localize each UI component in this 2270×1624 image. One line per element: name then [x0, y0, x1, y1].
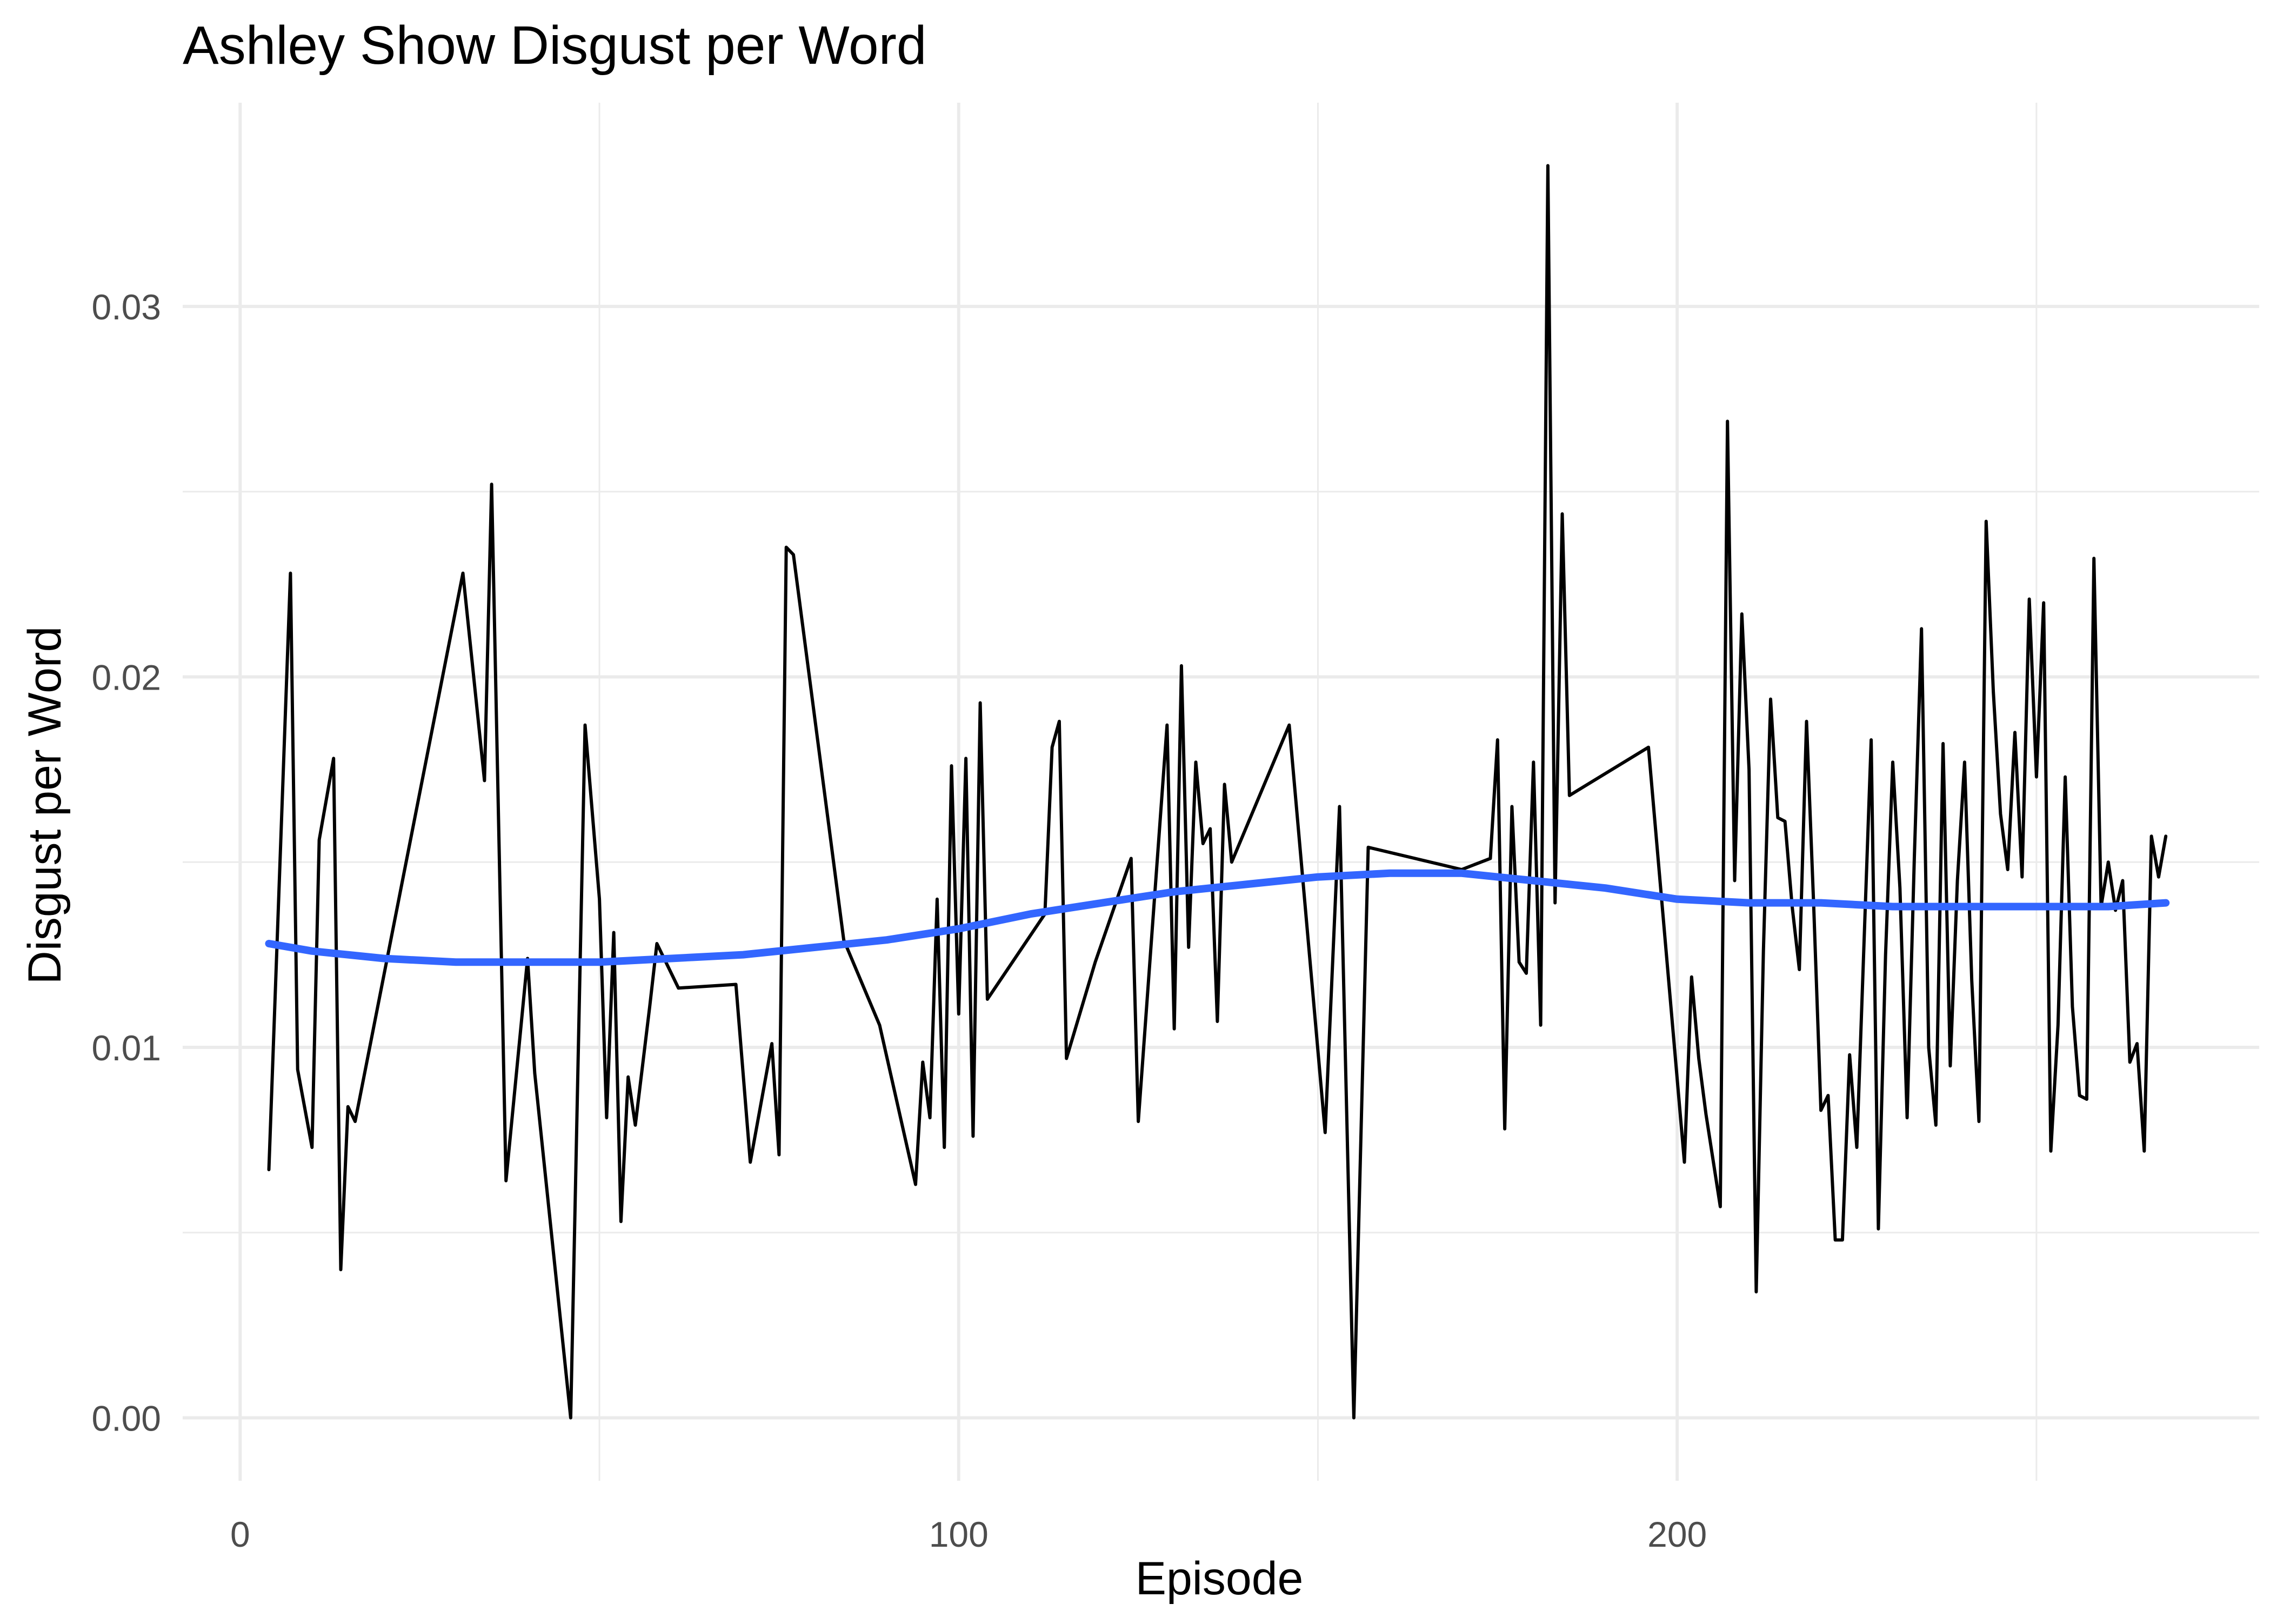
y-tick-label: 0.01: [92, 1028, 161, 1068]
y-tick-label: 0.03: [92, 287, 161, 327]
tick-labels: 0 100 200 0.00 0.01 0.02 0.03: [92, 287, 1707, 1554]
x-axis-title: Episode: [1136, 1553, 1304, 1605]
disgust-raw-line: [267, 164, 2168, 1420]
y-axis-title: Disgust per Word: [19, 626, 71, 985]
y-tick-label: 0.00: [92, 1398, 161, 1438]
x-tick-label: 200: [1647, 1514, 1707, 1554]
x-tick-label: 0: [230, 1514, 250, 1554]
chart-title: Ashley Show Disgust per Word: [183, 15, 927, 76]
series-layer: [265, 164, 2170, 1420]
x-tick-label: 100: [929, 1514, 989, 1554]
y-tick-label: 0.02: [92, 658, 161, 698]
major-gridlines: [183, 103, 2259, 1481]
disgust-smooth-line: [265, 869, 2170, 966]
